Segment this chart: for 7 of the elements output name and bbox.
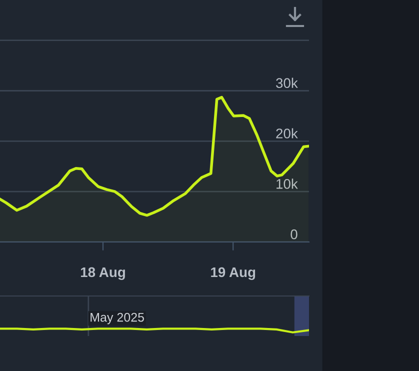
text: May 2025: [90, 312, 144, 324]
y-tick-label: 0: [290, 229, 298, 240]
x-tick-label: 19 Aug: [211, 267, 256, 280]
y-tick-label: 10k: [276, 178, 298, 189]
y-tick-label: 30k: [276, 78, 298, 88]
y-tick-label: 20k: [276, 128, 298, 138]
x-tick-label: 18 Aug: [80, 267, 125, 280]
